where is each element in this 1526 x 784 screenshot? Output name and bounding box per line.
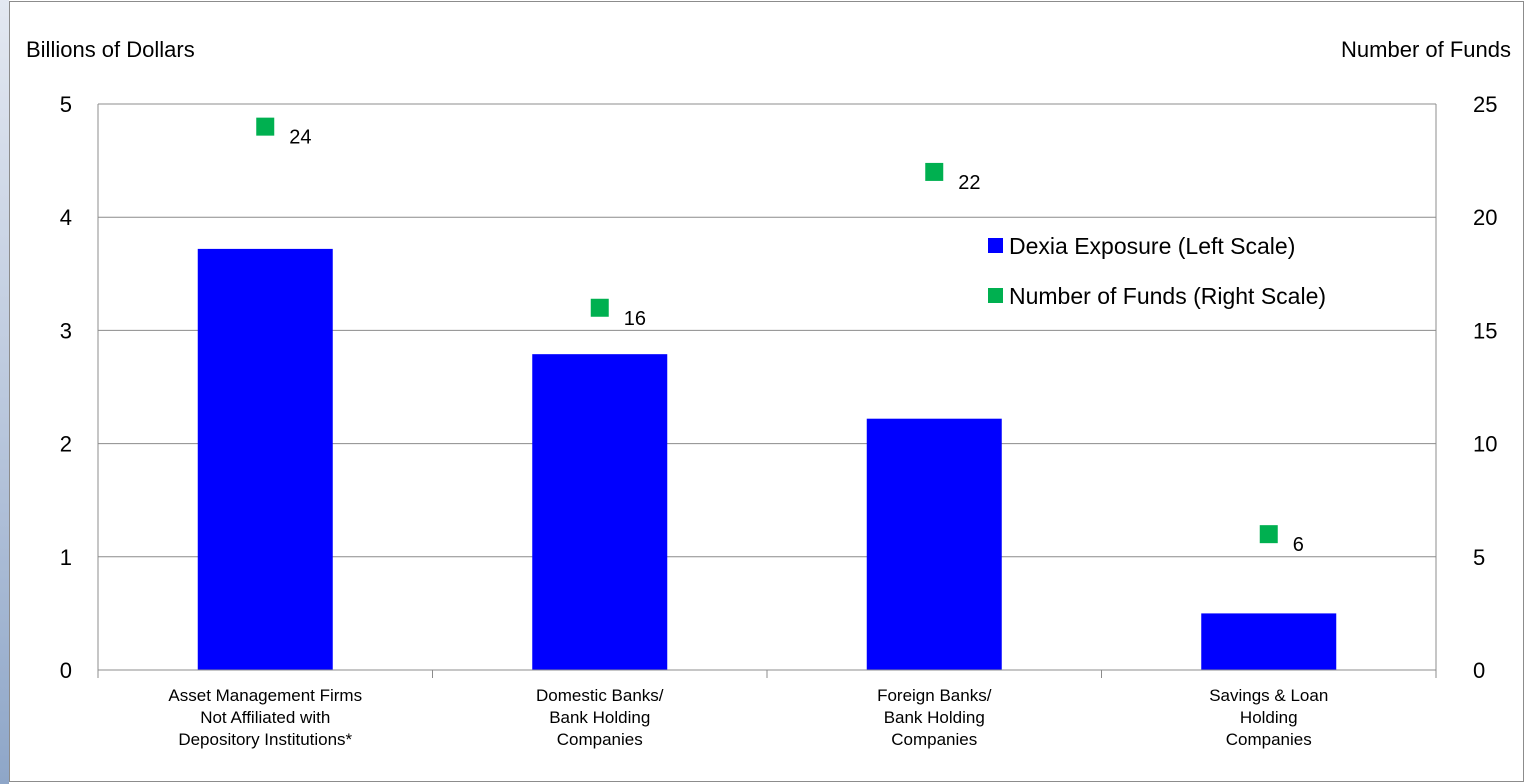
right-axis-title: Number of Funds xyxy=(1341,37,1511,62)
bar xyxy=(1201,613,1337,670)
left-tick-label: 4 xyxy=(60,205,72,230)
bar xyxy=(866,418,1002,670)
category-label: Savings & Loan Holding Companies xyxy=(1209,686,1328,749)
category-label: Domestic Banks/Bank Holding Companies xyxy=(536,686,664,749)
fund-count-label: 16 xyxy=(624,308,646,330)
fund-count-marker xyxy=(1259,525,1278,544)
fund-count-label: 22 xyxy=(958,172,980,194)
fund-count-marker xyxy=(590,298,609,317)
axes xyxy=(97,104,1437,678)
labels: 0 1 2 3 4 5 0 5 10 15 20 25 24 16 22 6 Asset Management … xyxy=(60,92,1498,749)
left-tick-label: 1 xyxy=(60,545,72,570)
fund-count-marker xyxy=(925,162,944,181)
right-tick-label: 25 xyxy=(1473,92,1497,117)
marker-series xyxy=(256,117,1278,544)
right-tick-label: 20 xyxy=(1473,205,1497,230)
legend-label-bars: Dexia Exposure (Left Scale) xyxy=(1009,233,1295,259)
right-tick-label: 10 xyxy=(1473,432,1497,457)
right-tick-label: 5 xyxy=(1473,545,1485,570)
legend: Dexia Exposure (Left Scale) Number of Fu… xyxy=(988,233,1326,309)
left-axis-title: Billions of Dollars xyxy=(26,37,195,62)
legend-swatch-bars xyxy=(988,238,1003,253)
legend-swatch-markers xyxy=(988,288,1003,303)
left-tick-label: 2 xyxy=(60,432,72,457)
fund-count-label: 6 xyxy=(1293,534,1304,556)
window-edge xyxy=(0,0,9,784)
left-tick-label: 3 xyxy=(60,318,72,343)
left-tick-label: 5 xyxy=(60,92,72,117)
fund-count-marker xyxy=(256,117,275,136)
category-label: Asset Management Firms Not Affiliated wit… xyxy=(168,686,362,749)
bar xyxy=(532,354,668,670)
right-tick-label: 15 xyxy=(1473,318,1497,343)
bar xyxy=(197,248,333,670)
right-tick-label: 0 xyxy=(1473,658,1485,683)
left-tick-label: 0 xyxy=(60,658,72,683)
category-label: Foreign Banks/Bank Holding Companies xyxy=(877,686,992,749)
fund-count-label: 24 xyxy=(289,127,311,149)
bar-series xyxy=(197,248,1337,670)
legend-label-markers: Number of Funds (Right Scale) xyxy=(1009,283,1326,309)
